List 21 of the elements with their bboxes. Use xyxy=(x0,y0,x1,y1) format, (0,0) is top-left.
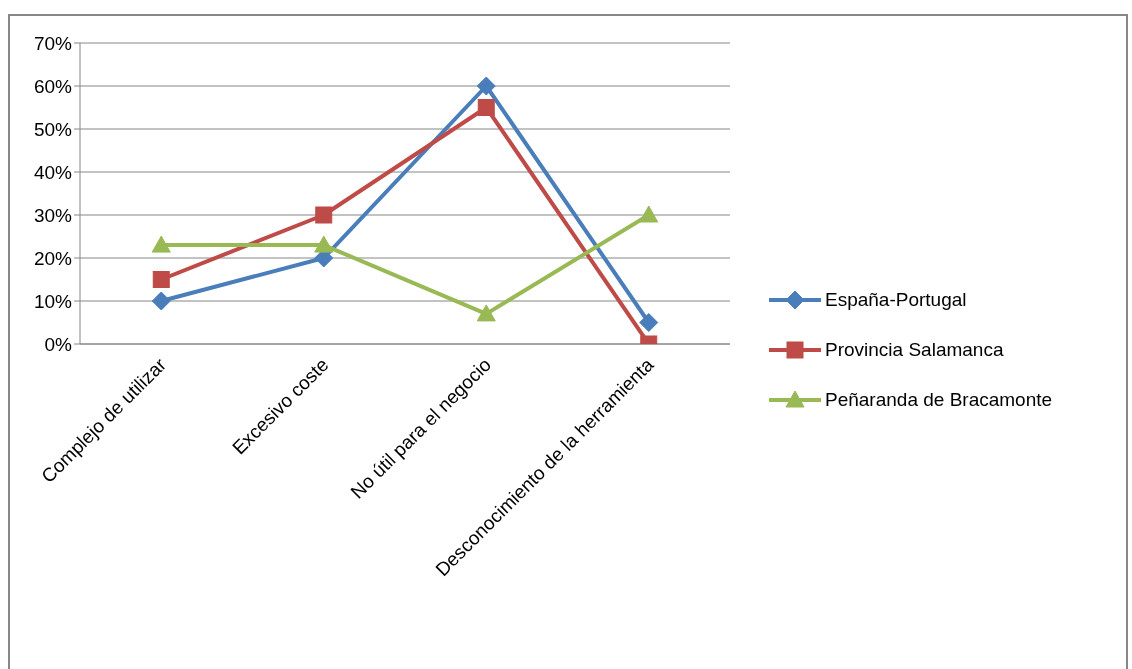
point xyxy=(476,304,496,322)
y-tick-label: 60% xyxy=(33,75,73,97)
y-tick-label: 10% xyxy=(33,290,73,312)
legend-label: Provincia Salamanca xyxy=(825,339,1004,361)
point xyxy=(151,291,171,311)
y-tick-label: 50% xyxy=(33,118,73,140)
point xyxy=(315,206,333,224)
legend-label: España-Portugal xyxy=(825,289,967,311)
legend-label: Peñaranda de Bracamonte xyxy=(825,389,1053,411)
y-tick-label: 30% xyxy=(33,204,73,226)
y-tick-label: 70% xyxy=(33,32,73,54)
y-tick-label: 0% xyxy=(44,333,73,355)
point xyxy=(639,313,659,332)
point xyxy=(314,235,334,253)
point xyxy=(151,235,171,253)
point xyxy=(152,271,170,288)
y-tick-label: 40% xyxy=(33,161,73,183)
point xyxy=(476,76,496,96)
y-tick-label: 20% xyxy=(33,247,73,269)
point xyxy=(639,205,659,223)
point xyxy=(477,99,495,116)
